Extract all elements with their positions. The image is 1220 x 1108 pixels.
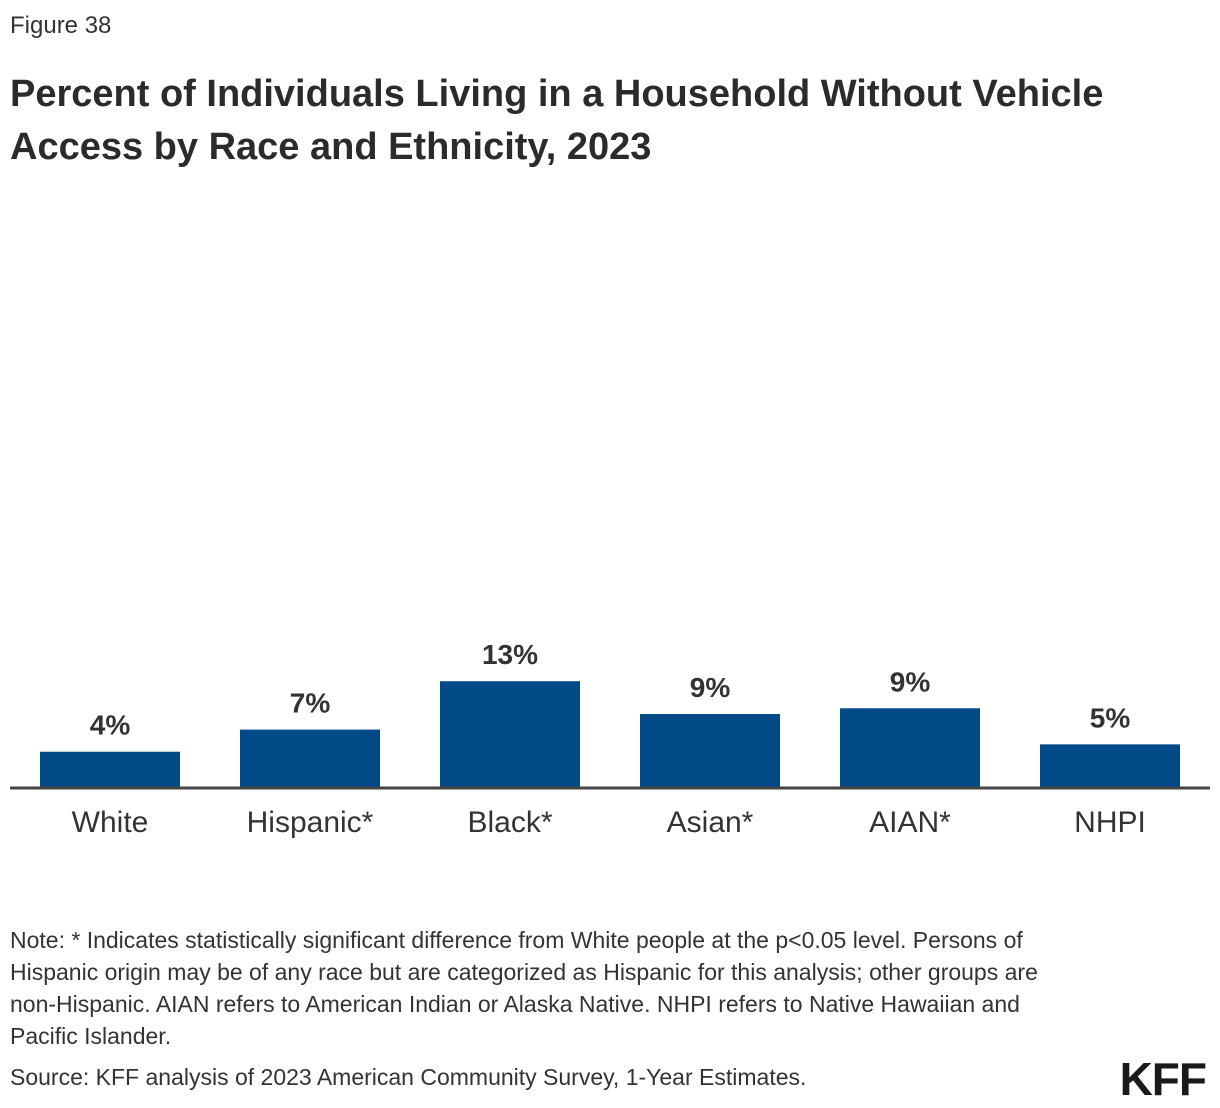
bar-chart: 4% White 7% Hispanic* 13% Black* 9% Asian* 9% AIA… [10,639,1210,839]
bar [840,708,980,787]
chart-note: Note: * Indicates statistically signific… [10,927,1038,1049]
data-label: 7% [290,688,331,719]
category-label: White [72,806,149,839]
category-label: Hispanic* [247,806,374,839]
bar [1040,744,1180,787]
chart-title: Percent of Individuals Living in a House… [10,73,1104,168]
data-label: 9% [690,672,731,703]
bar [40,751,180,787]
data-label: 13% [482,639,538,670]
category-label: AIAN* [869,806,951,839]
data-label: 9% [890,666,931,697]
category-label: Asian* [667,806,754,839]
data-label: 5% [1090,702,1131,733]
chart-source: Source: KFF analysis of 2023 American Co… [10,1064,807,1090]
bar [640,714,780,787]
category-label: Black* [467,806,552,839]
bar [240,729,380,787]
figure-label: Figure 38 [10,12,112,39]
bar [440,681,580,787]
category-label: NHPI [1074,806,1146,839]
data-label: 4% [90,710,131,741]
kff-logo: KFF [1119,1053,1207,1105]
